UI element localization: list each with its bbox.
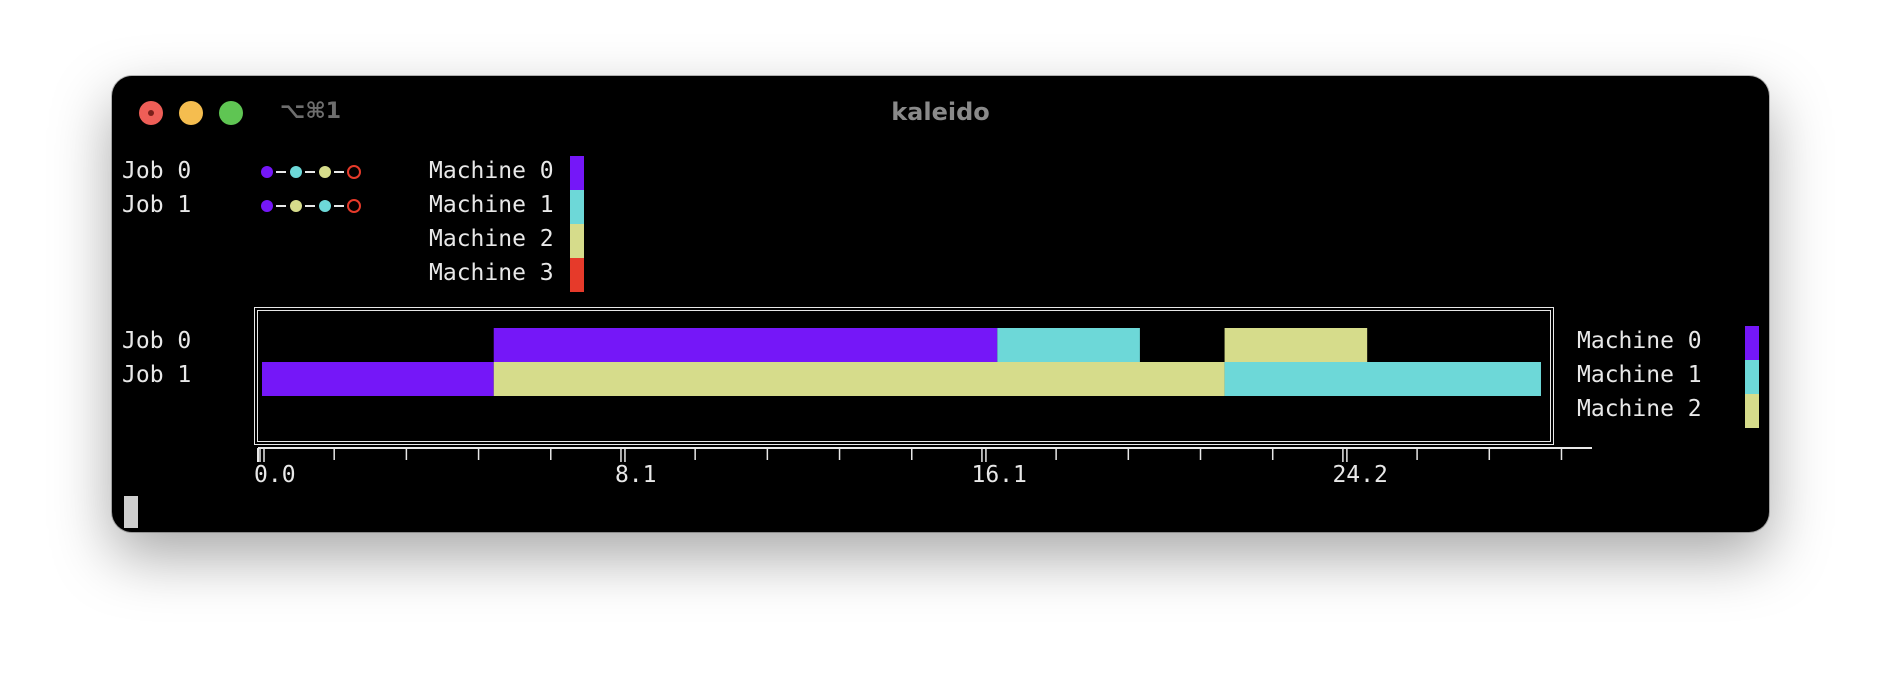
- gantt-bar-job-0-machine-0: [493, 328, 998, 362]
- window-title: kaleido: [891, 98, 990, 126]
- x-axis-tick-label: 24.2: [1332, 462, 1387, 488]
- title-bar: ⌥⌘1 kaleido: [112, 76, 1769, 138]
- minimize-window-button[interactable]: [179, 101, 203, 125]
- legend-machine-0-label: Machine 0: [429, 158, 554, 184]
- x-axis-tick-label: 16.1: [971, 462, 1026, 488]
- gantt-bar-job-1-machine-2: [493, 362, 1225, 396]
- route-step-machine-2: [319, 166, 331, 178]
- legend-machine-2-label: Machine 2: [429, 226, 554, 252]
- close-window-button[interactable]: [139, 101, 163, 125]
- legend-machine-1-swatch: [570, 190, 584, 224]
- legend-machine-1-label: Machine 1: [429, 192, 554, 218]
- route-step-machine-3: [347, 165, 361, 179]
- tab-shortcut: ⌥⌘1: [280, 99, 342, 124]
- chart-legend-machine-0-label: Machine 0: [1577, 328, 1702, 354]
- legend-machine-2-swatch: [570, 224, 584, 258]
- legend-machine-0-swatch: [570, 156, 584, 190]
- chart-legend-machine-1-label: Machine 1: [1577, 362, 1702, 388]
- terminal-window: ⌥⌘1 kaleido Job 0 Job 1 Machine 0 Machin…: [112, 76, 1769, 532]
- gantt-chart-frame: [254, 307, 1554, 445]
- gantt-bar-job-0-machine-1: [997, 328, 1140, 362]
- legend-job-1-route: [261, 199, 361, 213]
- route-step-machine-2: [290, 200, 302, 212]
- gantt-bar-job-0-machine-2: [1224, 328, 1368, 362]
- gantt-row-label-job-0: Job 0: [122, 328, 192, 354]
- legend-job-0-label: Job 0: [122, 158, 192, 184]
- legend-machine-3-label: Machine 3: [429, 260, 554, 286]
- gantt-chart: 0.0 8.1 16.1 24.2: [254, 328, 1592, 488]
- gantt-row-label-job-1: Job 1: [122, 362, 192, 388]
- chart-legend-machine-1-swatch: [1745, 360, 1759, 394]
- gantt-bar-job-1-machine-1: [1224, 362, 1541, 396]
- route-step-machine-0: [261, 166, 273, 178]
- route-step-machine-1: [290, 166, 302, 178]
- chart-legend-machine-2-swatch: [1745, 394, 1759, 428]
- maximize-window-button[interactable]: [219, 101, 243, 125]
- route-step-machine-3: [347, 199, 361, 213]
- chart-legend-machine-2-label: Machine 2: [1577, 396, 1702, 422]
- legend-machine-3-swatch: [570, 258, 584, 292]
- route-step-machine-0: [261, 200, 273, 212]
- chart-legend-machine-0-swatch: [1745, 326, 1759, 360]
- x-axis-tick-label: 8.1: [615, 462, 657, 488]
- legend-job-0-route: [261, 165, 361, 179]
- x-axis-tick-label: 0.0: [254, 462, 296, 488]
- route-step-machine-1: [319, 200, 331, 212]
- terminal-cursor[interactable]: [124, 496, 138, 528]
- gantt-bar-job-1-machine-0: [262, 362, 494, 396]
- legend-job-1-label: Job 1: [122, 192, 192, 218]
